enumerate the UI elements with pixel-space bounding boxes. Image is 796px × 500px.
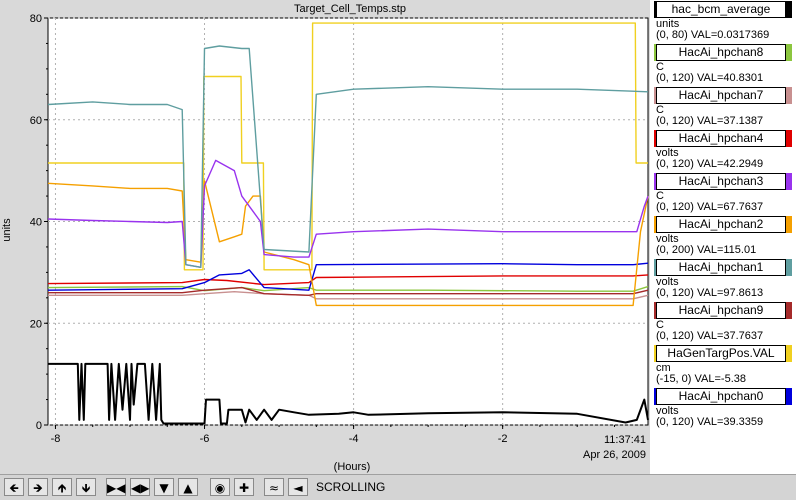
- legend-unit: C: [656, 190, 664, 202]
- record-button[interactable]: ◉: [210, 478, 230, 496]
- legend-series-name[interactable]: HacAi_hpchan8: [656, 44, 786, 61]
- legend-range-value: (0, 120) VAL=42.2949: [656, 158, 764, 170]
- legend-entry[interactable]: HacAi_hpchan2 volts (0, 200) VAL=115.01: [650, 215, 796, 258]
- legend-entry[interactable]: HacAi_hpchan0 volts (0, 120) VAL=39.3359: [650, 387, 796, 430]
- x-tick-label: -6: [200, 433, 210, 445]
- series-line-hacai-hpchan4: [47, 274, 649, 286]
- legend-entry[interactable]: HacAi_hpchan9 C (0, 120) VAL=37.7637: [650, 301, 796, 344]
- marker-button[interactable]: ◄: [288, 478, 308, 496]
- legend-unit: C: [656, 61, 664, 73]
- series-line-hagentargpos-val: [48, 22, 648, 271]
- legend-range-value: (0, 120) VAL=97.8613: [656, 287, 764, 299]
- toolbar: 🡸 🡺 🡹 🡻 ▶◀ ◀▶ ▼ ▲ ◉ ✚ ≈ ◄ SCROLLING: [0, 474, 796, 500]
- y-tick-label: 40: [30, 217, 42, 229]
- legend-entry[interactable]: HaGenTargPos.VAL cm (-15, 0) VAL=-5.38: [650, 344, 796, 387]
- x-tick-label: -4: [349, 433, 359, 445]
- y-tick-label: 80: [30, 13, 42, 25]
- legend-range-value: (0, 120) VAL=40.8301: [656, 72, 764, 84]
- legend-unit: units: [656, 18, 680, 30]
- legend-entry[interactable]: HacAi_hpchan3 C (0, 120) VAL=67.7637: [650, 172, 796, 215]
- scroll-up-button[interactable]: 🡹: [52, 478, 72, 496]
- legend-range-value: (0, 200) VAL=115.01: [656, 244, 757, 256]
- legend-series-name[interactable]: HacAi_hpchan3: [656, 173, 786, 190]
- series-line-hacai-hpchan8: [47, 285, 649, 292]
- legend-range-value: (0, 80) VAL=0.0317369: [656, 29, 770, 41]
- scroll-right-button[interactable]: 🡺: [28, 478, 48, 496]
- end-time-label: 11:37:41: [604, 434, 646, 446]
- legend-series-name[interactable]: HacAi_hpchan9: [656, 302, 786, 319]
- end-date-label: Apr 26, 2009: [583, 449, 646, 461]
- x-tick-label: -2: [498, 433, 508, 445]
- legend: hac_bcm_average units (0, 80) VAL=0.031736…: [650, 0, 796, 474]
- x-tick-label: -8: [51, 433, 61, 445]
- x-axis-label: (Hours): [334, 461, 371, 473]
- series-line-hacai-hpchan0: [47, 262, 649, 291]
- legend-series-name[interactable]: HaGenTargPos.VAL: [656, 345, 786, 362]
- add-button[interactable]: ✚: [234, 478, 254, 496]
- legend-entry[interactable]: HacAi_hpchan1 volts (0, 120) VAL=97.8613: [650, 258, 796, 301]
- legend-series-name[interactable]: HacAi_hpchan4: [656, 130, 786, 147]
- compress-vertical-button[interactable]: ▲: [178, 478, 198, 496]
- legend-entry[interactable]: hac_bcm_average units (0, 80) VAL=0.031736…: [650, 0, 796, 43]
- series-line-hacai-hpchan9: [48, 286, 649, 296]
- y-tick-label: 60: [30, 115, 42, 127]
- legend-entry[interactable]: HacAi_hpchan8 C (0, 120) VAL=40.8301: [650, 43, 796, 86]
- legend-series-name[interactable]: HacAi_hpchan1: [656, 259, 786, 276]
- y-tick-label: 0: [36, 420, 42, 432]
- legend-unit: volts: [656, 147, 679, 159]
- legend-unit: cm: [656, 362, 671, 374]
- compress-horizontal-button[interactable]: ◀▶: [130, 478, 150, 496]
- y-axis-label: units: [1, 218, 13, 242]
- scroll-status: SCROLLING: [316, 480, 386, 494]
- expand-vertical-button[interactable]: ▼: [154, 478, 174, 496]
- legend-unit: C: [656, 104, 664, 116]
- scroll-down-button[interactable]: 🡻: [76, 478, 96, 496]
- series-line-hacai-hpchan3: [47, 159, 649, 268]
- legend-range-value: (0, 120) VAL=37.1387: [656, 115, 764, 127]
- legend-range-value: (0, 120) VAL=37.7637: [656, 330, 764, 342]
- legend-range-value: (0, 120) VAL=39.3359: [656, 416, 764, 428]
- series-group: [47, 22, 649, 425]
- legend-unit: volts: [656, 233, 679, 245]
- expand-horizontal-button[interactable]: ▶◀: [106, 478, 126, 496]
- legend-series-name[interactable]: HacAi_hpchan0: [656, 388, 786, 405]
- legend-series-name[interactable]: HacAi_hpchan7: [656, 87, 786, 104]
- legend-range-value: (0, 120) VAL=67.7637: [656, 201, 764, 213]
- legend-unit: C: [656, 319, 664, 331]
- chart-title: Target_Cell_Temps.stp: [294, 3, 406, 15]
- series-line-hacai-hpchan1: [47, 45, 649, 268]
- legend-unit: volts: [656, 405, 679, 417]
- legend-range-value: (-15, 0) VAL=-5.38: [656, 373, 746, 385]
- legend-entry[interactable]: HacAi_hpchan7 C (0, 120) VAL=37.1387: [650, 86, 796, 129]
- rescale-button[interactable]: ≈: [264, 478, 284, 496]
- y-tick-label: 20: [30, 318, 42, 330]
- series-line-hacai-hpchan2: [47, 180, 649, 307]
- scroll-left-button[interactable]: 🡸: [4, 478, 24, 496]
- legend-series-name[interactable]: HacAi_hpchan2: [656, 216, 786, 233]
- legend-unit: volts: [656, 276, 679, 288]
- legend-series-name[interactable]: hac_bcm_average: [656, 1, 786, 18]
- grid: [48, 17, 648, 426]
- axes: -8 -6 -4 -2 0 20 40 60 80: [30, 13, 615, 445]
- series-line-hac-bcm-average: [48, 362, 649, 425]
- legend-entry[interactable]: HacAi_hpchan4 volts (0, 120) VAL=42.2949: [650, 129, 796, 172]
